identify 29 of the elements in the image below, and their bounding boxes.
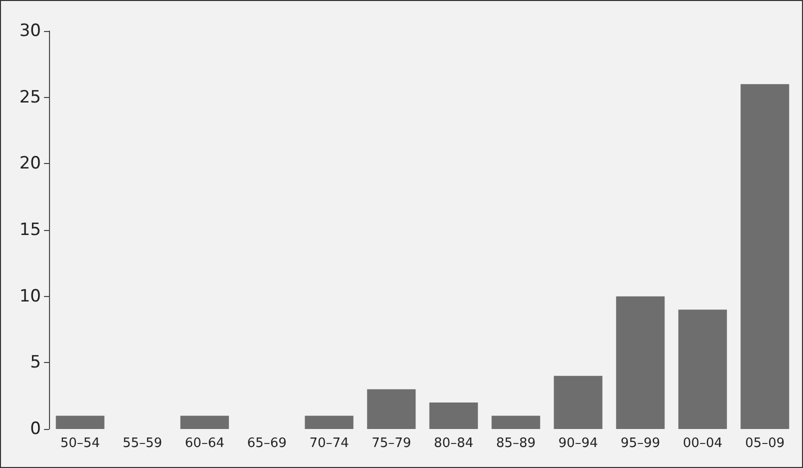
- bar: [180, 416, 229, 429]
- bar: [304, 416, 354, 429]
- y-tick-label: 10: [19, 286, 41, 306]
- bar: [554, 376, 602, 429]
- bar: [616, 296, 665, 429]
- y-tick-label: 25: [19, 87, 41, 108]
- bar: [429, 402, 478, 429]
- y-tick-label: 0: [30, 419, 41, 439]
- x-tick-label: 65–69: [247, 436, 287, 451]
- x-tick-label: 70–74: [309, 436, 349, 451]
- x-tick-label: 90–94: [558, 436, 598, 451]
- bar: [367, 389, 416, 429]
- y-tick-label: 20: [19, 154, 41, 174]
- x-tick-label: 75–79: [372, 436, 412, 451]
- y-tick-label: 30: [19, 21, 41, 41]
- x-tick-label: 95–99: [620, 436, 660, 451]
- x-tick-label: 60–64: [184, 436, 224, 451]
- bar: [56, 416, 104, 429]
- y-tick-label: 5: [30, 352, 41, 373]
- x-tick-label: 80–84: [434, 436, 474, 451]
- x-tick-label: 85–89: [496, 436, 536, 451]
- x-tick-label: 05–09: [745, 436, 785, 451]
- x-tick-label: 55–59: [122, 436, 162, 451]
- y-tick-label: 15: [19, 220, 41, 240]
- x-tick-label: 50–54: [60, 436, 100, 451]
- x-tick-label: 00–04: [682, 436, 722, 451]
- bar: [678, 310, 727, 429]
- bar: [492, 416, 540, 429]
- bar: [740, 84, 790, 429]
